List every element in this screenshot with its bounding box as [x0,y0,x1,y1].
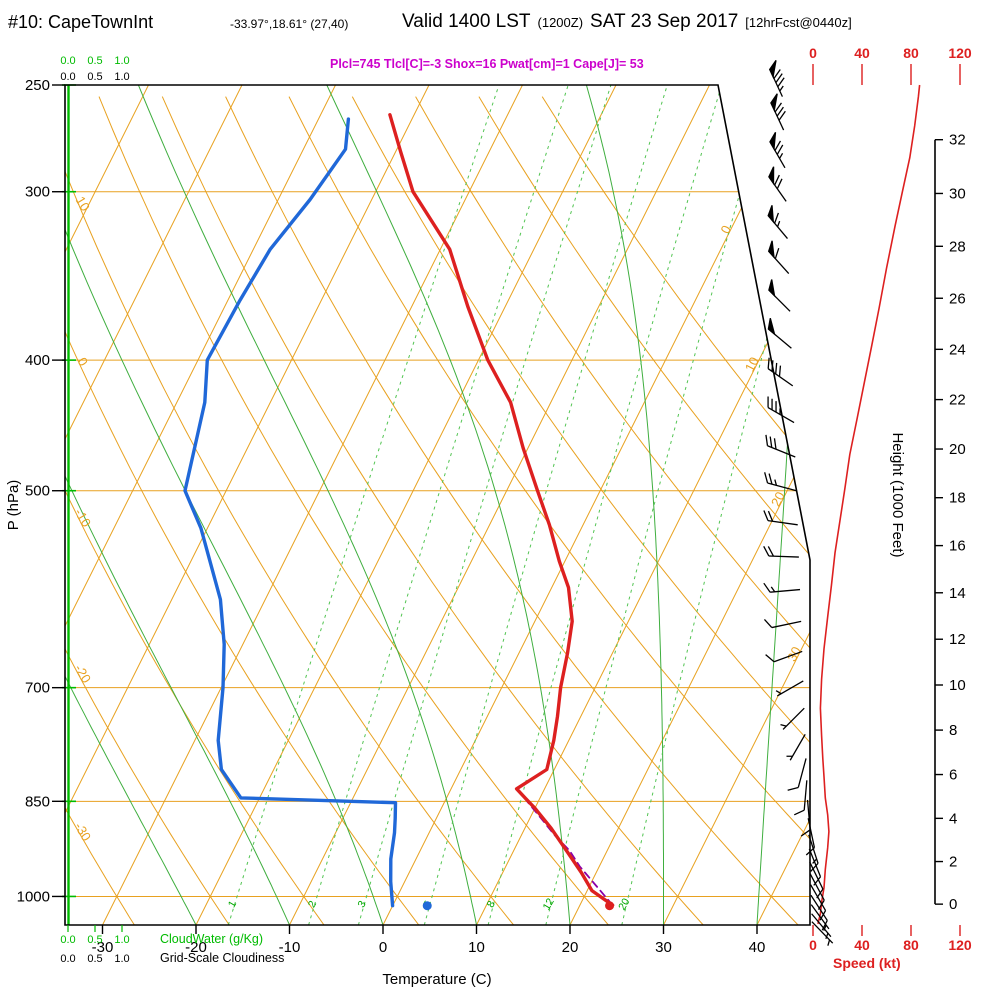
mixing-ratio-lines [227,85,810,925]
valid-label: Valid 1400 LST [402,11,531,32]
svg-text:400: 400 [25,352,50,369]
svg-text:6: 6 [949,767,957,784]
svg-text:14: 14 [949,585,966,602]
svg-text:0.5: 0.5 [87,71,102,83]
svg-text:-20: -20 [185,939,207,956]
wind-speed-trace [817,84,921,925]
svg-text:20: 20 [616,896,632,912]
svg-text:120: 120 [948,937,972,953]
svg-text:Speed (kt): Speed (kt) [833,955,901,971]
svg-text:1.0: 1.0 [114,934,129,946]
svg-text:CloudWater (g/Kg): CloudWater (g/Kg) [160,932,263,946]
svg-text:0: 0 [809,937,817,953]
svg-text:250: 250 [25,77,50,94]
svg-text:16: 16 [949,538,966,555]
svg-text:3: 3 [355,899,368,910]
svg-text:12: 12 [949,631,966,648]
svg-text:80: 80 [903,45,919,61]
svg-text:-10: -10 [279,939,301,956]
svg-text:40: 40 [749,939,766,956]
svg-text:Grid-Scale Cloudiness: Grid-Scale Cloudiness [160,951,284,965]
svg-text:40: 40 [854,937,870,953]
svg-text:1000: 1000 [17,888,50,905]
surface-temp-dot [605,901,615,911]
svg-text:8: 8 [949,722,957,739]
svg-text:26: 26 [949,290,966,307]
svg-text:0.5: 0.5 [87,55,102,67]
svg-text:8: 8 [485,899,498,910]
cloudwater-profile [62,84,76,925]
station-title: #10: CapeTownInt [8,12,154,32]
wind-barbs [763,60,834,946]
svg-text:1.0: 1.0 [114,71,129,83]
svg-text:30: 30 [655,939,672,956]
svg-text:1.0: 1.0 [114,55,129,67]
svg-text:-20: -20 [72,662,95,686]
svg-text:300: 300 [25,184,50,201]
stability-indices: Plcl=745 Tlcl[C]=-3 Shox=16 Pwat[cm]=1 C… [330,57,644,71]
svg-text:2: 2 [306,899,319,910]
moist-adiabats [65,85,805,925]
plot-border [64,84,811,926]
temperature-trace [388,113,615,907]
svg-text:0: 0 [809,45,817,61]
valid-date: SAT 23 Sep 2017 [590,11,739,32]
svg-text:0.0: 0.0 [60,55,75,67]
svg-text:-30: -30 [72,820,95,844]
svg-text:Temperature (C): Temperature (C) [382,971,491,988]
surface-dewpoint-dot [422,901,432,911]
svg-text:850: 850 [25,793,50,810]
svg-text:0: 0 [949,896,957,913]
svg-text:10: 10 [468,939,485,956]
svg-text:500: 500 [25,483,50,500]
svg-text:22: 22 [949,392,966,409]
svg-text:1.0: 1.0 [114,953,129,965]
valid-zulu: (1200Z) [537,15,584,30]
svg-text:Height (1000 Feet): Height (1000 Feet) [889,432,906,557]
svg-text:20: 20 [949,441,966,458]
svg-text:12: 12 [541,896,557,912]
valid-time-line: Valid 1400 LST (1200Z) SAT 23 Sep 2017 [12h… [402,11,859,33]
svg-text:80: 80 [903,937,919,953]
svg-text:-30: -30 [92,939,114,956]
svg-text:120: 120 [948,45,972,61]
svg-text:0.0: 0.0 [60,953,75,965]
svg-text:18: 18 [949,490,966,507]
svg-text:32: 32 [949,132,966,149]
svg-text:40: 40 [854,45,870,61]
svg-text:28: 28 [949,238,966,255]
station-coords: -33.97°,18.61° (27,40) [230,17,349,31]
svg-text:20: 20 [562,939,579,956]
svg-text:-10: -10 [72,506,95,530]
svg-text:24: 24 [949,341,966,358]
svg-text:0: 0 [75,355,92,369]
svg-text:1: 1 [226,899,239,910]
svg-text:4: 4 [949,810,957,827]
svg-text:0: 0 [717,223,734,236]
forecast-tag: [12hrFcst@0440z] [745,15,852,30]
svg-text:0.0: 0.0 [60,934,75,946]
svg-text:2: 2 [949,854,957,871]
dewpoint-trace [183,117,398,908]
orange-gridlines [65,85,810,925]
svg-text:0.5: 0.5 [87,953,102,965]
svg-text:20: 20 [768,489,788,509]
svg-text:P (hPa): P (hPa) [5,480,22,531]
gridline-labels: 100-10-20-300102030123581220 [72,194,804,913]
svg-text:10: 10 [73,194,93,214]
svg-text:0.0: 0.0 [60,71,75,83]
svg-text:10: 10 [742,354,762,374]
svg-text:0: 0 [379,939,387,956]
svg-text:0.5: 0.5 [87,934,102,946]
svg-text:700: 700 [25,680,50,697]
svg-text:10: 10 [949,677,966,694]
sounding-profiles [183,113,615,911]
parcel-path [516,787,614,907]
svg-text:30: 30 [949,185,966,202]
